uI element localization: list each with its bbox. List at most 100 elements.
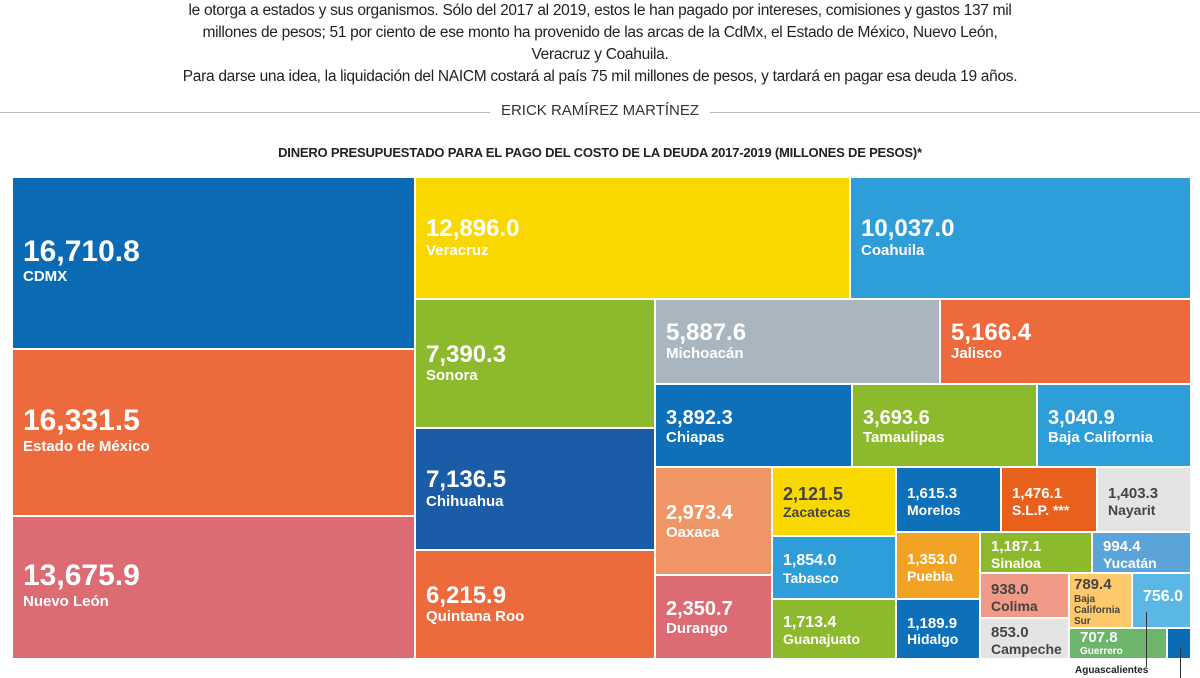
state-label: Chiapas — [666, 428, 725, 446]
state-label: Yucatán — [1103, 554, 1157, 571]
treemap-cell: 1,854.0 Tabasco — [773, 537, 895, 598]
state-label: Tabasco — [783, 569, 839, 586]
treemap-cell: 2,121.5 Zacatecas — [773, 468, 895, 535]
state-label: Durango — [666, 620, 728, 637]
treemap-cell: 756.0 — [1133, 574, 1190, 627]
intro-text: le otorga a estados y sus organismos. Só… — [0, 0, 1200, 88]
treemap-cell: 16,331.5 Estado de México — [13, 350, 414, 515]
state-label: Colima — [991, 597, 1038, 614]
value-label: 1,403.3 — [1108, 485, 1159, 503]
state-label: Nayarit — [1108, 501, 1156, 518]
value-label: 1,187.1 — [991, 538, 1042, 556]
state-label: Hidalgo — [907, 631, 959, 647]
treemap-cell: 5,887.6 Michoacán — [656, 300, 939, 383]
state-label: Morelos — [907, 501, 961, 518]
divider — [710, 112, 1200, 113]
value-label: 994.4 — [1103, 538, 1141, 556]
value-label: 13,675.9 — [23, 559, 140, 592]
treemap-cell: 13,675.9 Nuevo León — [13, 517, 414, 658]
treemap-cell: 2,350.7 Durango — [656, 576, 771, 658]
value-label: 1,353.0 — [907, 551, 958, 569]
value-label: 3,040.9 — [1048, 406, 1115, 429]
value-label: 1,189.9 — [907, 614, 958, 632]
state-label: Jalisco — [951, 345, 1002, 363]
value-label: 12,896.0 — [426, 215, 520, 243]
intro-line: millones de pesos; 51 por ciento de ese … — [202, 24, 998, 41]
treemap-cell: 5,166.4 Jalisco — [941, 300, 1190, 383]
chart-title: DINERO PRESUPUESTADO PARA EL PAGO DEL CO… — [278, 145, 922, 160]
value-label: 1,713.4 — [783, 613, 837, 631]
state-label: Quintana Roo — [426, 608, 525, 626]
value-label: 1,615.3 — [907, 485, 958, 503]
value-label: 7,136.5 — [426, 466, 507, 494]
value-label: 6,215.9 — [426, 581, 507, 609]
state-label: Estado de México — [23, 437, 150, 455]
value-label: 3,693.6 — [863, 406, 930, 429]
value-label: 5,166.4 — [951, 318, 1032, 346]
state-label: Oaxaca — [666, 524, 720, 541]
state-label: Coahuila — [861, 241, 925, 259]
treemap-cell: 1,189.9 Hidalgo — [897, 600, 979, 658]
value-label: 938.0 — [991, 581, 1029, 599]
state-label: Veracruz — [426, 241, 489, 259]
treemap-cell: 1,187.1 Sinaloa — [981, 533, 1091, 572]
treemap-cell: 789.4 Baja California Sur — [1070, 574, 1131, 627]
treemap-cell: 1,403.3 Nayarit — [1098, 468, 1190, 531]
treemap-cell: 938.0 Colima — [981, 574, 1068, 617]
aguascalientes-label: Aguascalientes — [1075, 665, 1149, 676]
value-label: 2,121.5 — [783, 484, 844, 505]
intro-line: Veracruz y Coahuila. — [531, 46, 669, 63]
state-label: Michoacán — [666, 345, 744, 363]
value-label: 2,973.4 — [666, 502, 733, 524]
treemap-cell: 3,693.6 Tamaulipas — [853, 385, 1036, 466]
state-label: Sinaloa — [991, 554, 1041, 571]
treemap-cell: 853.0 Campeche — [981, 619, 1068, 658]
value-label: 5,887.6 — [666, 318, 747, 346]
value-label: 7,390.3 — [426, 340, 507, 368]
value-label: 789.4 — [1074, 576, 1112, 593]
treemap-cell: 1,615.3 Morelos — [897, 468, 1000, 531]
state-label: Guerrero — [1080, 645, 1123, 657]
treemap-cell: 3,892.3 Chiapas — [656, 385, 851, 466]
treemap-cell: 10,037.0 Coahuila — [851, 178, 1190, 298]
treemap-cell: 1,476.1 S.L.P. *** — [1002, 468, 1096, 531]
state-label: Zacatecas — [783, 504, 851, 521]
state-label: Baja California — [1048, 428, 1154, 446]
value-label: 756.0 — [1143, 588, 1184, 605]
leader-line — [1180, 648, 1181, 678]
treemap-cell: 7,390.3 Sonora — [416, 300, 654, 427]
intro-line: le otorga a estados y sus organismos. Só… — [188, 2, 1012, 19]
value-label: 16,710.8 — [23, 234, 140, 268]
state-label: Guanajuato — [783, 631, 861, 648]
value-label: 1,854.0 — [783, 552, 837, 570]
intro-line: Para darse una idea, la liquidación del … — [182, 68, 1018, 85]
treemap-cell: 3,040.9 Baja California — [1038, 385, 1190, 466]
treemap-cell: 994.4 Yucatán — [1093, 533, 1190, 572]
value-label: 853.0 — [991, 624, 1029, 642]
treemap-cell: 6,215.9 Quintana Roo — [416, 551, 654, 658]
byline: ERICK RAMÍREZ MARTÍNEZ — [500, 102, 700, 119]
value-label: 2,350.7 — [666, 598, 733, 620]
value-label: 1,476.1 — [1012, 485, 1063, 503]
state-label: Campeche — [991, 640, 1062, 657]
state-label: CDMX — [23, 268, 68, 285]
treemap-cell: 2,973.4 Oaxaca — [656, 468, 771, 574]
leader-line — [1146, 612, 1147, 667]
value-label: 707.8 — [1080, 629, 1118, 647]
value-label: 16,331.5 — [23, 404, 140, 437]
value-label: 3,892.3 — [666, 406, 733, 429]
divider — [0, 112, 490, 113]
treemap-cell: 16,710.8 CDMX — [13, 178, 414, 348]
treemap-cell — [1168, 629, 1190, 658]
state-label: Tamaulipas — [863, 428, 945, 446]
state-label: Puebla — [907, 567, 953, 584]
treemap-cell: 1,353.0 Puebla — [897, 533, 979, 598]
treemap-cell: 12,896.0 Veracruz — [416, 178, 849, 298]
state-label: S.L.P. *** — [1012, 501, 1070, 518]
state-label: Chihuahua — [426, 492, 504, 510]
treemap-cell: 1,713.4 Guanajuato — [773, 600, 895, 658]
state-label: Baja California Sur — [1074, 594, 1121, 627]
treemap-cell: 7,136.5 Chihuahua — [416, 429, 654, 549]
value-label: 10,037.0 — [861, 215, 955, 243]
state-label: Nuevo León — [23, 592, 109, 610]
